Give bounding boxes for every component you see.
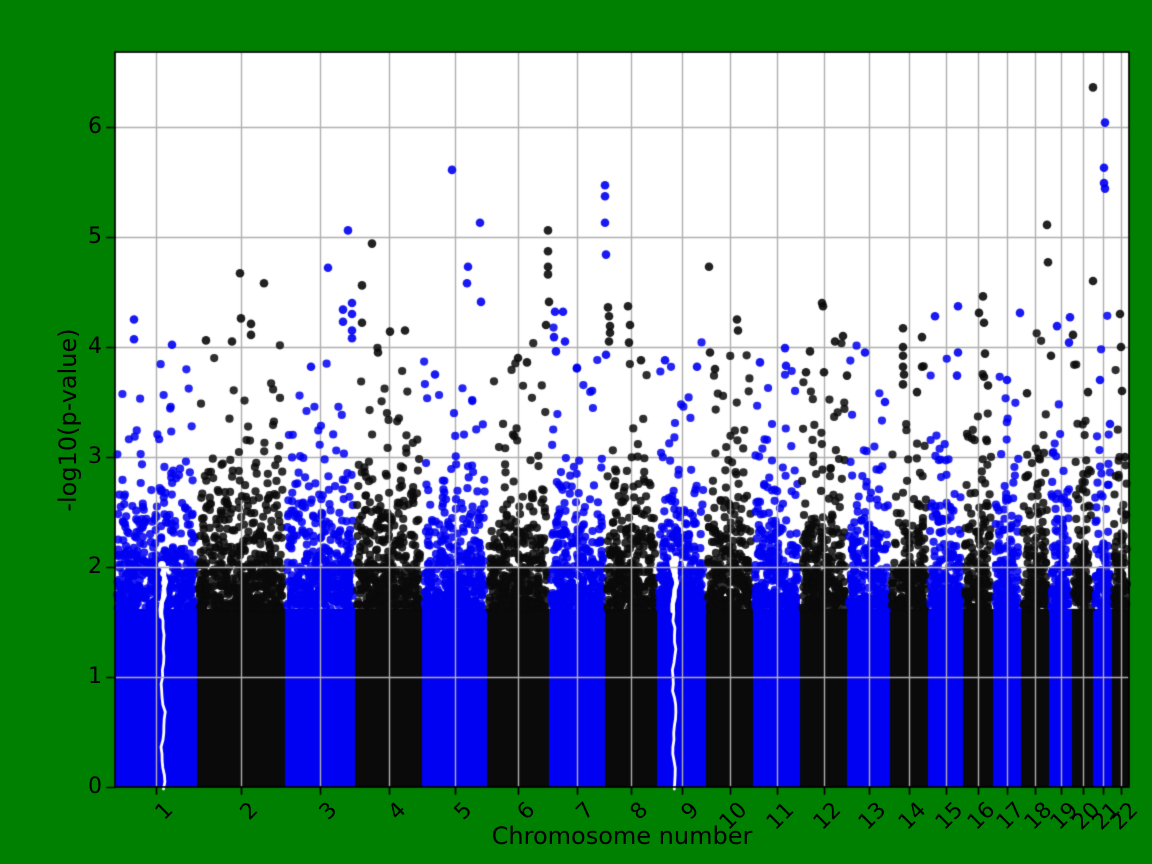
y-tick-label: 6 <box>88 114 102 139</box>
y-tick-label: 3 <box>88 444 102 469</box>
y-tick-label: 1 <box>88 664 102 689</box>
x-axis-title: Chromosome number <box>491 822 753 850</box>
y-tick-label: 5 <box>88 224 102 249</box>
y-tick-label: 4 <box>88 334 102 359</box>
y-tick-label: 0 <box>88 774 102 799</box>
y-tick-label: 2 <box>88 554 102 579</box>
